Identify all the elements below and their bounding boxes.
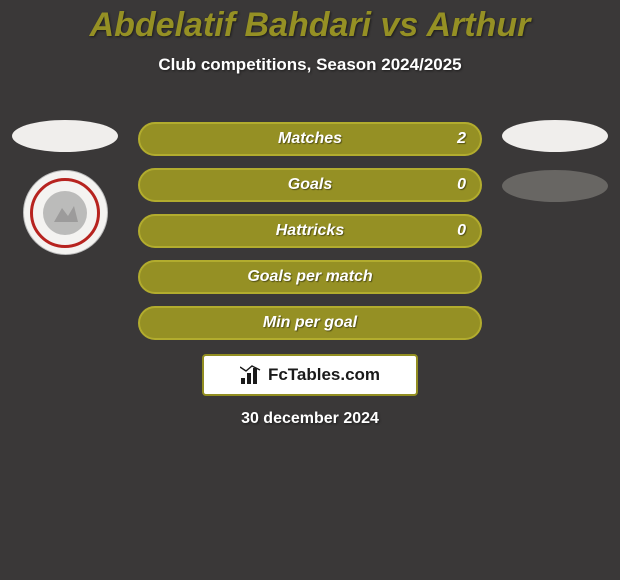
stat-label: Goals <box>288 176 332 194</box>
stat-bar-min-per-goal: Min per goal <box>138 306 482 340</box>
stat-label: Min per goal <box>263 314 357 332</box>
left-player-crest <box>23 170 108 255</box>
stat-value: 2 <box>457 130 466 148</box>
stat-label: Hattricks <box>276 222 344 240</box>
left-player-column <box>8 120 122 255</box>
subtitle: Club competitions, Season 2024/2025 <box>0 55 620 75</box>
right-player-ellipse-1 <box>502 120 608 152</box>
stat-value: 0 <box>457 176 466 194</box>
page-title: Abdelatif Bahdari vs Arthur <box>0 0 620 45</box>
left-player-ellipse <box>12 120 118 152</box>
source-badge-text: FcTables.com <box>268 365 380 385</box>
stat-value: 0 <box>457 222 466 240</box>
right-player-column <box>498 120 612 220</box>
comparison-card: Abdelatif Bahdari vs Arthur Club competi… <box>0 0 620 580</box>
stat-bar-goals-per-match: Goals per match <box>138 260 482 294</box>
stat-bar-hattricks: Hattricks 0 <box>138 214 482 248</box>
bar-chart-icon <box>240 365 262 385</box>
stat-bars: Matches 2 Goals 0 Hattricks 0 Goals per … <box>138 122 482 352</box>
date-text: 30 december 2024 <box>0 410 620 428</box>
crest-emblem-icon <box>43 191 87 235</box>
stat-bar-goals: Goals 0 <box>138 168 482 202</box>
source-badge[interactable]: FcTables.com <box>202 354 418 396</box>
stat-label: Matches <box>278 130 342 148</box>
stat-bar-matches: Matches 2 <box>138 122 482 156</box>
right-player-ellipse-2 <box>502 170 608 202</box>
crest-ring <box>30 178 100 248</box>
stat-label: Goals per match <box>247 268 372 286</box>
